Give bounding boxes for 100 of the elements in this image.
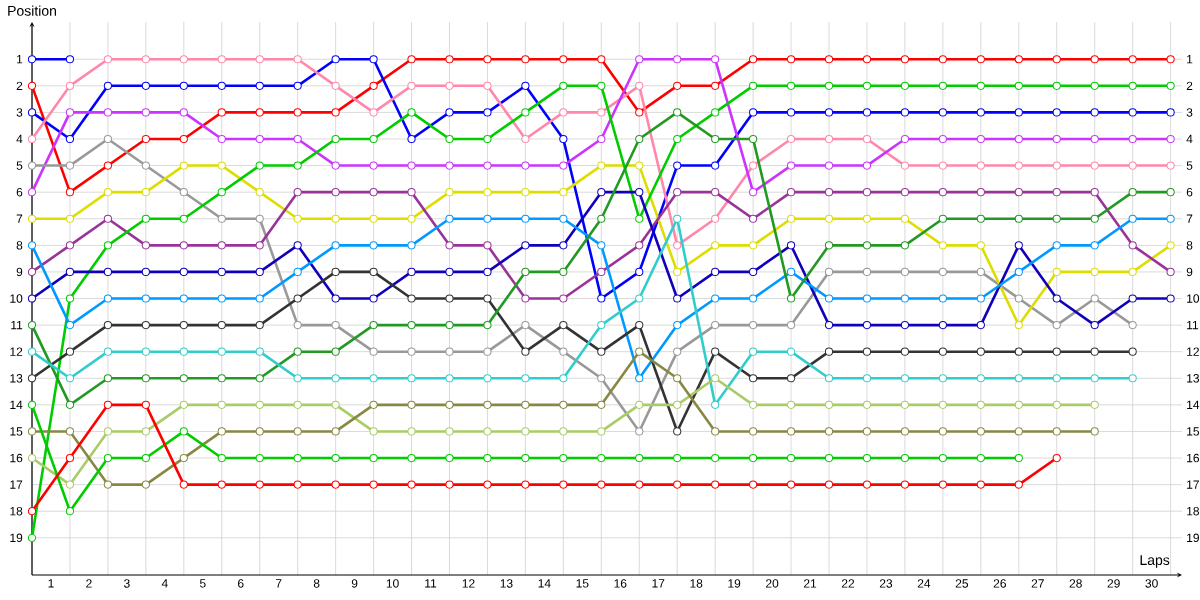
point xyxy=(369,294,378,303)
point xyxy=(483,161,492,170)
point xyxy=(27,81,37,90)
point xyxy=(1052,241,1061,250)
y-tick-label: 8 xyxy=(16,241,23,250)
point xyxy=(749,294,758,303)
point xyxy=(1090,55,1099,64)
point xyxy=(293,161,302,170)
point xyxy=(407,241,416,250)
point xyxy=(293,320,302,330)
point xyxy=(141,267,150,277)
point xyxy=(369,427,378,436)
point xyxy=(103,241,113,250)
point xyxy=(1052,55,1061,64)
point xyxy=(65,108,75,117)
point xyxy=(217,161,226,170)
point xyxy=(635,347,644,356)
point xyxy=(27,108,37,117)
point xyxy=(1090,347,1099,356)
point xyxy=(331,161,340,170)
x-tick-label: 9 xyxy=(351,579,358,588)
point xyxy=(673,294,682,303)
point xyxy=(255,347,264,356)
point xyxy=(749,134,758,144)
point xyxy=(483,267,492,277)
point xyxy=(749,55,758,64)
point xyxy=(1128,294,1137,303)
point xyxy=(597,267,606,277)
point xyxy=(749,480,758,489)
point xyxy=(1052,188,1061,197)
point xyxy=(179,134,188,144)
point xyxy=(711,480,720,489)
point xyxy=(445,294,454,303)
point xyxy=(217,320,226,330)
point xyxy=(65,507,75,516)
point xyxy=(141,81,150,90)
x-tick-label: 22 xyxy=(841,579,855,588)
y2-tick-label: 1 xyxy=(1187,55,1193,64)
point xyxy=(1090,81,1099,90)
point xyxy=(331,108,340,117)
point xyxy=(711,214,720,223)
point xyxy=(369,214,378,223)
point xyxy=(179,188,188,197)
point xyxy=(483,400,492,409)
x-tick-label: 21 xyxy=(803,579,817,588)
point xyxy=(141,108,150,117)
point xyxy=(824,188,834,197)
point xyxy=(786,267,796,277)
point xyxy=(27,188,37,197)
point xyxy=(521,427,530,436)
point xyxy=(976,320,985,330)
y-tick-label: 13 xyxy=(10,374,23,383)
point xyxy=(483,241,492,250)
point xyxy=(1128,188,1137,197)
point xyxy=(103,55,113,64)
point xyxy=(862,134,872,144)
point xyxy=(559,320,568,330)
point xyxy=(635,480,644,489)
point xyxy=(217,241,226,250)
point xyxy=(749,241,758,250)
point xyxy=(862,188,872,197)
point xyxy=(1014,161,1023,170)
point xyxy=(559,480,568,489)
point xyxy=(179,81,188,90)
point xyxy=(293,241,302,250)
point xyxy=(711,347,720,356)
x-tick-label: 13 xyxy=(500,579,513,588)
y2-tick-label: 7 xyxy=(1186,214,1193,223)
point xyxy=(27,347,37,356)
point xyxy=(483,347,492,356)
point xyxy=(711,241,720,250)
point xyxy=(331,453,340,463)
point xyxy=(673,134,682,144)
point xyxy=(976,427,985,436)
point xyxy=(711,55,720,64)
point xyxy=(711,294,720,303)
point xyxy=(1128,374,1137,383)
point xyxy=(1090,134,1099,144)
point xyxy=(673,427,682,436)
point xyxy=(369,400,378,409)
point xyxy=(255,188,264,197)
point xyxy=(65,134,75,144)
point xyxy=(255,427,264,436)
point xyxy=(521,134,530,144)
point xyxy=(635,214,644,223)
point xyxy=(900,214,910,223)
point xyxy=(635,188,644,197)
y2-tick-label: 4 xyxy=(1186,134,1193,144)
point xyxy=(786,161,796,170)
point xyxy=(597,241,606,250)
point xyxy=(673,214,682,223)
point xyxy=(65,374,75,383)
point xyxy=(179,294,188,303)
x-tick-label: 15 xyxy=(576,579,589,588)
point xyxy=(938,241,947,250)
point xyxy=(369,347,378,356)
x-tick-label: 23 xyxy=(879,579,893,588)
point xyxy=(65,214,75,223)
point xyxy=(635,427,644,436)
point xyxy=(445,267,454,277)
